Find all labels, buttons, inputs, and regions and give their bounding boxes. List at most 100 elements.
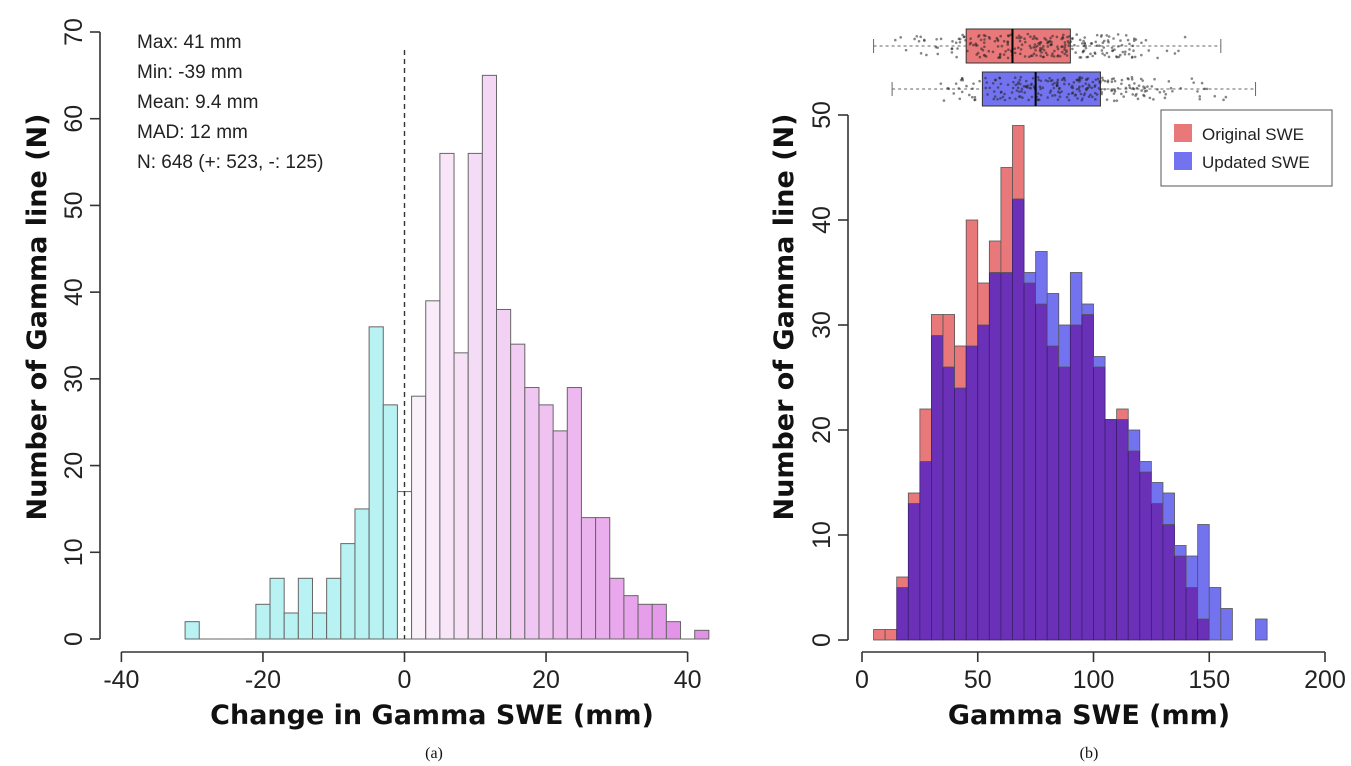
histogram-bar-original (931, 314, 944, 336)
boxplot-point (1162, 90, 1166, 93)
boxplot-point (917, 39, 921, 43)
boxplot-point (1106, 39, 1110, 42)
histogram-bar-overlap (907, 503, 921, 641)
boxplot-point (982, 41, 986, 44)
boxplot-point (996, 86, 1000, 89)
histogram-bar-original (965, 219, 979, 347)
boxplot-point (1081, 49, 1085, 53)
histogram-bar-overlap (1150, 503, 1164, 641)
boxplot-point (1115, 99, 1119, 102)
boxplot-point (1026, 84, 1030, 87)
boxplot-point (1004, 49, 1007, 53)
histogram-bar-overlap (1127, 450, 1141, 641)
boxplot-point (1096, 77, 1100, 81)
histogram-bar-original (1000, 167, 1013, 273)
boxplot-point (1091, 54, 1094, 58)
boxplot-point (956, 47, 959, 50)
boxplot-point (1009, 33, 1013, 37)
histogram-bar-overlap (1104, 419, 1118, 641)
boxplot-point (1076, 97, 1079, 100)
boxplot-point (1142, 85, 1145, 88)
boxplot-point (1102, 46, 1106, 49)
boxplot-point (1063, 52, 1066, 56)
histogram-bar-updated (1220, 608, 1233, 641)
x-tick-label: -40 (103, 666, 139, 694)
boxplot-point (972, 43, 975, 47)
histogram-bar (453, 352, 469, 640)
boxplot-point (1028, 44, 1032, 48)
boxplot-point (1038, 85, 1042, 89)
histogram-bar (580, 517, 597, 640)
boxplot-point (1032, 52, 1036, 56)
boxplot-point (1165, 49, 1169, 53)
boxplot-point (950, 47, 954, 50)
histogram-bar-updated (1035, 251, 1048, 305)
boxplot-point (1019, 75, 1023, 79)
boxplot-point (1040, 51, 1043, 54)
histogram-bar-overlap (1058, 366, 1071, 641)
boxplot-point (1117, 55, 1121, 59)
histogram-bar-original (988, 240, 1002, 273)
boxplot-point (1113, 88, 1116, 92)
boxplot-point (1044, 51, 1048, 55)
boxplot-point (1036, 92, 1040, 95)
boxplot-point (1032, 46, 1035, 49)
histogram-change-panel: -40 -20 0 20 40 0 10 20 30 40 50 60 70 Change in Ga… (22, 18, 710, 762)
boxplot-point (966, 49, 969, 53)
boxplot-point (1034, 48, 1037, 52)
histogram-bar-overlap (1174, 555, 1187, 641)
boxplot-point (1081, 84, 1084, 88)
boxplot-point (1196, 90, 1199, 93)
y-tick-label: 30 (808, 311, 836, 339)
boxplot-point (998, 53, 1002, 57)
boxplot-point (936, 52, 940, 56)
boxplot-point (1075, 33, 1079, 36)
histogram-bar (609, 577, 625, 640)
boxplot-point (1006, 34, 1010, 37)
boxplot-point (1100, 33, 1103, 37)
boxplot-point (1133, 55, 1137, 59)
boxplot-point (1063, 46, 1067, 49)
change-x-axis: -40 -20 0 20 40 (103, 651, 702, 694)
histogram-bar (311, 612, 328, 640)
boxplot-point (1093, 51, 1097, 55)
boxplot-point (1137, 84, 1141, 87)
histogram-bar-overlap (919, 461, 932, 641)
boxplot-point (1101, 41, 1105, 44)
boxplot-point (958, 40, 962, 44)
boxplot-point (1190, 77, 1194, 80)
boxplot-point (1147, 49, 1151, 52)
boxplot-point (1063, 76, 1066, 80)
boxplot-point (1083, 92, 1087, 95)
boxplot-point (1132, 39, 1136, 43)
boxplot-point (1074, 51, 1077, 54)
histogram-bar-original (977, 282, 990, 326)
boxplot-point (1045, 53, 1049, 57)
boxplot-point (1006, 56, 1010, 60)
boxplot-point (1103, 53, 1106, 57)
boxplot-point (958, 97, 962, 101)
boxplot-point (1198, 95, 1202, 98)
boxplot-point (1143, 90, 1147, 93)
boxplot-point (1097, 87, 1101, 90)
boxplot-point (1130, 78, 1134, 81)
boxplot-point (1071, 36, 1074, 40)
stat-mad: MAD: 12 mm (137, 122, 248, 143)
boxplot-point (919, 52, 923, 55)
boxplot-point (992, 90, 996, 93)
boxplot-point (1153, 77, 1156, 81)
boxplot-point (983, 38, 986, 41)
boxplot-point (1023, 37, 1026, 41)
boxplot-point (1131, 44, 1135, 48)
boxplot-point (1015, 36, 1019, 40)
boxplot-point (935, 38, 938, 41)
boxplot-point (1026, 32, 1030, 36)
boxplot-point (996, 45, 1000, 48)
boxplot-point (1140, 89, 1143, 92)
boxplot-point (1002, 53, 1006, 56)
boxplot-point (1094, 98, 1097, 101)
boxplot-point (1060, 50, 1064, 54)
boxplot-point (1132, 49, 1135, 53)
boxplot-point (1039, 93, 1043, 97)
boxplot-point (1121, 50, 1125, 54)
